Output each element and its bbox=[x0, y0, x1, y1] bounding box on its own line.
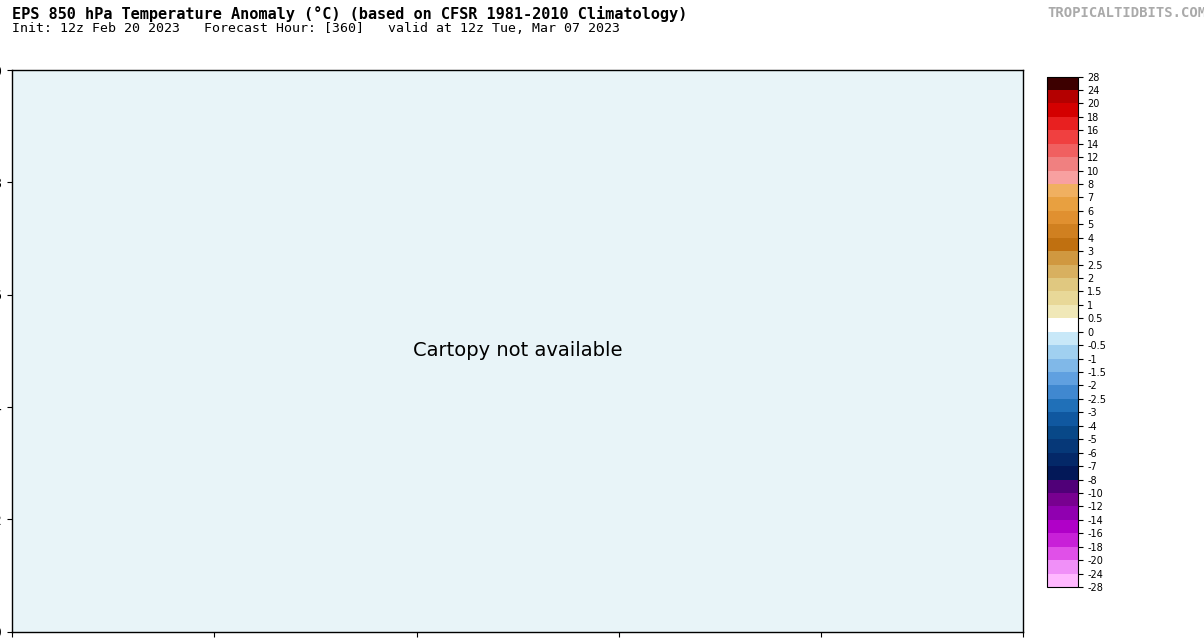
Text: Init: 12z Feb 20 2023   Forecast Hour: [360]   valid at 12z Tue, Mar 07 2023: Init: 12z Feb 20 2023 Forecast Hour: [36… bbox=[12, 22, 620, 35]
Text: Cartopy not available: Cartopy not available bbox=[413, 341, 622, 360]
Text: EPS 850 hPa Temperature Anomaly (°C) (based on CFSR 1981-2010 Climatology): EPS 850 hPa Temperature Anomaly (°C) (ba… bbox=[12, 6, 687, 22]
Text: TROPICALTIDBITS.COM: TROPICALTIDBITS.COM bbox=[1047, 6, 1204, 20]
